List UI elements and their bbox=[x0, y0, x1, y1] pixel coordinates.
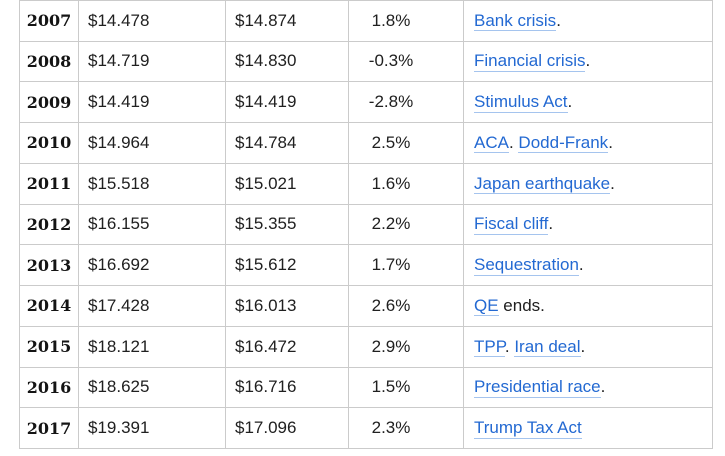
year-cell: 2007 bbox=[19, 0, 79, 42]
event-link[interactable]: Trump Tax Act bbox=[474, 418, 582, 439]
table-row: 2010 $14.964 $14.784 2.5% ACA. Dodd-Frank. bbox=[19, 122, 713, 164]
real-gdp-cell: $16.472 bbox=[225, 325, 349, 368]
nominal-gdp-cell: $18.121 bbox=[78, 325, 226, 368]
year-cell: 2016 bbox=[19, 366, 79, 409]
event-link[interactable]: Sequestration bbox=[474, 255, 579, 276]
event-text: . bbox=[608, 132, 613, 152]
nominal-gdp-cell: $19.391 bbox=[78, 407, 226, 449]
table-row: 2009 $14.419 $14.419 -2.8% Stimulus Act. bbox=[19, 81, 713, 123]
events-cell: Stimulus Act. bbox=[463, 81, 713, 123]
event-link[interactable]: Dodd-Frank bbox=[518, 132, 609, 154]
event-text: . bbox=[548, 214, 554, 234]
event-text: ends. bbox=[498, 295, 545, 315]
events-cell: ACA. Dodd-Frank. bbox=[463, 122, 713, 164]
events-cell: TPP. Iran deal. bbox=[463, 325, 713, 368]
real-gdp-cell: $14.784 bbox=[225, 122, 349, 164]
growth-rate-cell: 2.5% bbox=[348, 122, 464, 164]
nominal-gdp-cell: $16.155 bbox=[78, 203, 226, 246]
events-cell: Sequestration. bbox=[463, 244, 713, 286]
real-gdp-cell: $16.716 bbox=[225, 366, 349, 409]
table-row: 2014 $17.428 $16.013 2.6% QE ends. bbox=[19, 285, 713, 327]
event-text: . bbox=[508, 132, 519, 152]
growth-rate-cell: 2.3% bbox=[348, 407, 464, 449]
year-cell: 2011 bbox=[19, 162, 79, 205]
event-link[interactable]: Japan earthquake bbox=[474, 173, 611, 195]
event-link[interactable]: Fiscal cliff bbox=[474, 214, 549, 235]
event-link[interactable]: TPP bbox=[474, 336, 505, 358]
events-cell: Presidential race. bbox=[463, 366, 713, 409]
nominal-gdp-cell: $14.419 bbox=[78, 81, 226, 123]
nominal-gdp-cell: $18.625 bbox=[78, 366, 226, 409]
event-link[interactable]: Bank crisis bbox=[474, 10, 557, 32]
growth-rate-cell: 1.6% bbox=[348, 162, 464, 205]
event-link[interactable]: Stimulus Act bbox=[474, 92, 568, 113]
year-cell: 2010 bbox=[19, 122, 79, 164]
events-cell: Fiscal cliff. bbox=[463, 203, 713, 246]
growth-rate-cell: 2.6% bbox=[348, 285, 464, 327]
event-text: . bbox=[610, 173, 615, 193]
event-link[interactable]: QE bbox=[474, 295, 499, 317]
nominal-gdp-cell: $14.964 bbox=[78, 122, 226, 164]
year-cell: 2017 bbox=[19, 407, 79, 449]
nominal-gdp-cell: $16.692 bbox=[78, 244, 226, 286]
growth-rate-cell: 1.7% bbox=[348, 244, 464, 286]
year-cell: 2012 bbox=[19, 203, 79, 246]
real-gdp-cell: $14.419 bbox=[225, 81, 349, 123]
event-text: . bbox=[585, 51, 591, 71]
event-text: . bbox=[504, 336, 515, 356]
events-cell: Bank crisis. bbox=[463, 0, 713, 42]
real-gdp-cell: $17.096 bbox=[225, 407, 349, 449]
event-link[interactable]: Financial crisis bbox=[474, 51, 586, 72]
real-gdp-cell: $14.830 bbox=[225, 40, 349, 83]
table-row: 2017 $19.391 $17.096 2.3% Trump Tax Act bbox=[19, 407, 713, 449]
growth-rate-cell: 2.2% bbox=[348, 203, 464, 246]
events-cell: Financial crisis. bbox=[463, 40, 713, 83]
table-row: 2012 $16.155 $15.355 2.2% Fiscal cliff. bbox=[19, 203, 713, 246]
real-gdp-cell: $15.612 bbox=[225, 244, 349, 286]
table-row: 2007 $14.478 $14.874 1.8% Bank crisis. bbox=[19, 0, 713, 42]
nominal-gdp-cell: $14.719 bbox=[78, 40, 226, 83]
growth-rate-cell: -2.8% bbox=[348, 81, 464, 123]
table-row: 2008 $14.719 $14.830 -0.3% Financial crisis. bbox=[19, 40, 713, 83]
event-link[interactable]: Iran deal bbox=[514, 336, 581, 358]
table-row: 2016 $18.625 $16.716 1.5% Presidential race. bbox=[19, 366, 713, 409]
event-link[interactable]: ACA bbox=[474, 132, 509, 154]
growth-rate-cell: 1.8% bbox=[348, 0, 464, 42]
real-gdp-cell: $15.355 bbox=[225, 203, 349, 246]
growth-rate-cell: -0.3% bbox=[348, 40, 464, 83]
gdp-table: 2007 $14.478 $14.874 1.8% Bank crisis. 2008 $1… bbox=[19, 0, 713, 449]
year-cell: 2008 bbox=[19, 40, 79, 83]
nominal-gdp-cell: $15.518 bbox=[78, 162, 226, 205]
table-row: 2011 $15.518 $15.021 1.6% Japan earthquake. bbox=[19, 162, 713, 205]
event-link[interactable]: Presidential race bbox=[474, 377, 601, 398]
event-text: . bbox=[556, 10, 561, 30]
gdp-table-body: 2007 $14.478 $14.874 1.8% Bank crisis. 2008 $1… bbox=[19, 0, 713, 449]
growth-rate-cell: 2.9% bbox=[348, 325, 464, 368]
event-text: . bbox=[578, 255, 584, 275]
table-row: 2013 $16.692 $15.612 1.7% Sequestration. bbox=[19, 244, 713, 286]
event-text: . bbox=[580, 336, 586, 356]
events-cell: Trump Tax Act bbox=[463, 407, 713, 449]
event-text: . bbox=[600, 377, 606, 397]
real-gdp-cell: $15.021 bbox=[225, 162, 349, 205]
year-cell: 2009 bbox=[19, 81, 79, 123]
nominal-gdp-cell: $14.478 bbox=[78, 0, 226, 42]
year-cell: 2015 bbox=[19, 325, 79, 368]
events-cell: QE ends. bbox=[463, 285, 713, 327]
year-cell: 2013 bbox=[19, 244, 79, 286]
table-row: 2015 $18.121 $16.472 2.9% TPP. Iran deal. bbox=[19, 325, 713, 368]
events-cell: Japan earthquake. bbox=[463, 162, 713, 205]
nominal-gdp-cell: $17.428 bbox=[78, 285, 226, 327]
growth-rate-cell: 1.5% bbox=[348, 366, 464, 409]
real-gdp-cell: $16.013 bbox=[225, 285, 349, 327]
real-gdp-cell: $14.874 bbox=[225, 0, 349, 42]
event-text: . bbox=[567, 92, 573, 112]
year-cell: 2014 bbox=[19, 285, 79, 327]
